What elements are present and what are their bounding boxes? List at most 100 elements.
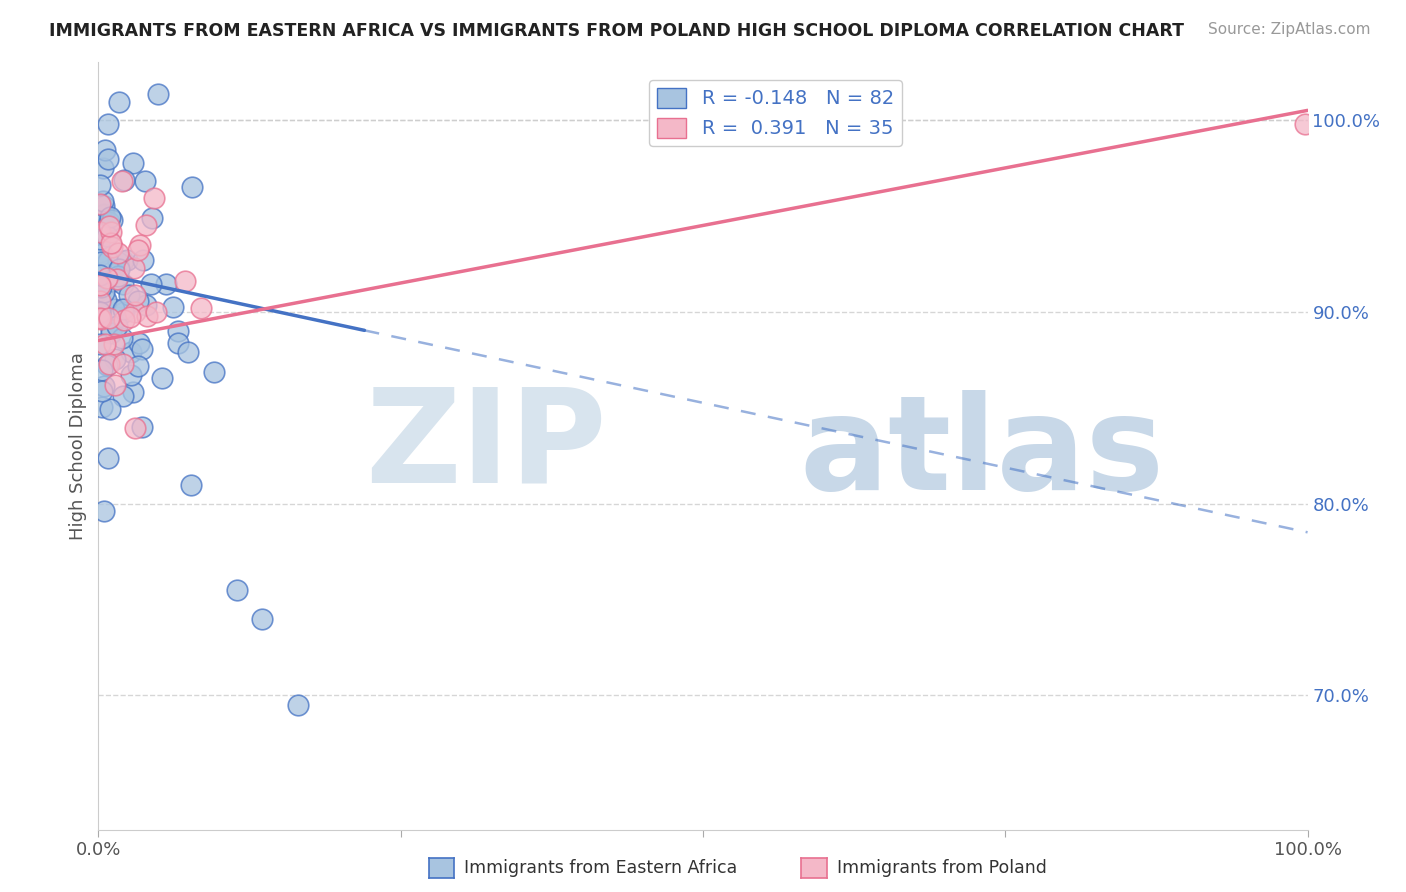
Point — [107, 310, 129, 324]
Point — [127, 359, 149, 373]
Point — [135, 298, 157, 312]
Point — [100, 225, 122, 239]
Point — [91, 208, 114, 222]
Point — [118, 287, 141, 301]
Point — [141, 277, 163, 292]
Point — [100, 236, 122, 251]
Point — [103, 274, 125, 288]
Point — [93, 194, 115, 209]
Point — [202, 365, 225, 379]
Point — [112, 305, 135, 319]
Point — [142, 191, 165, 205]
Point — [90, 280, 112, 294]
Point — [96, 358, 118, 372]
Point — [91, 363, 114, 377]
Point — [97, 152, 120, 166]
Text: ZIP: ZIP — [364, 383, 606, 509]
Point — [89, 337, 111, 351]
Text: atlas: atlas — [800, 390, 1164, 517]
Point — [122, 261, 145, 276]
Point — [132, 252, 155, 267]
Point — [89, 304, 111, 318]
Legend: R = -0.148   N = 82, R =  0.391   N = 35: R = -0.148 N = 82, R = 0.391 N = 35 — [650, 79, 901, 146]
Point — [180, 180, 202, 194]
Point — [89, 178, 111, 192]
Text: IMMIGRANTS FROM EASTERN AFRICA VS IMMIGRANTS FROM POLAND HIGH SCHOOL DIPLOMA COR: IMMIGRANTS FROM EASTERN AFRICA VS IMMIGR… — [49, 22, 1184, 40]
Point — [128, 238, 150, 252]
Point — [118, 310, 141, 325]
Point — [100, 213, 122, 227]
Point — [120, 344, 142, 359]
Point — [124, 288, 146, 302]
Y-axis label: High School Diploma: High School Diploma — [69, 352, 87, 540]
Point — [250, 612, 273, 626]
Point — [112, 173, 135, 187]
Point — [97, 254, 120, 268]
Point — [131, 419, 153, 434]
Point — [124, 421, 146, 435]
Point — [89, 306, 111, 320]
Point — [89, 268, 111, 283]
Point — [93, 207, 115, 221]
Point — [93, 199, 115, 213]
Point — [111, 331, 134, 345]
Point — [97, 357, 120, 371]
Point — [166, 335, 188, 350]
Point — [162, 301, 184, 315]
Point — [145, 305, 167, 319]
Point — [97, 310, 120, 325]
Point — [287, 698, 309, 712]
Point — [89, 293, 111, 308]
Point — [148, 87, 170, 102]
Point — [97, 272, 120, 286]
Point — [93, 285, 115, 299]
Point — [90, 311, 112, 326]
Point — [96, 228, 118, 243]
Point — [93, 504, 115, 518]
Point — [124, 305, 146, 319]
Point — [150, 370, 173, 384]
Point — [104, 378, 127, 392]
Point — [122, 385, 145, 400]
Point — [103, 302, 125, 317]
Point — [89, 197, 111, 211]
Point — [96, 293, 118, 307]
Point — [89, 283, 111, 297]
Point — [90, 384, 112, 398]
Point — [103, 336, 125, 351]
Point — [98, 211, 121, 225]
Point — [100, 322, 122, 336]
Point — [89, 245, 111, 260]
Point — [94, 144, 117, 158]
Point — [117, 252, 139, 267]
Point — [128, 335, 150, 350]
Point — [111, 254, 134, 268]
Point — [1294, 117, 1316, 131]
Point — [108, 262, 131, 277]
Point — [112, 313, 135, 327]
Point — [122, 156, 145, 170]
Point — [104, 352, 127, 367]
Point — [177, 345, 200, 359]
Point — [180, 478, 202, 492]
Point — [155, 277, 177, 291]
Point — [141, 211, 163, 225]
Point — [97, 117, 120, 131]
Point — [94, 337, 117, 351]
Point — [111, 174, 134, 188]
Point — [89, 232, 111, 246]
Point — [111, 389, 134, 403]
Point — [112, 357, 135, 371]
Point — [127, 243, 149, 257]
Text: Source: ZipAtlas.com: Source: ZipAtlas.com — [1208, 22, 1371, 37]
Point — [91, 246, 114, 260]
Point — [134, 173, 156, 187]
Point — [96, 271, 118, 285]
Point — [112, 277, 135, 292]
Point — [91, 161, 114, 175]
Point — [90, 400, 112, 414]
Point — [101, 240, 124, 254]
Point — [89, 278, 111, 293]
Point — [127, 293, 149, 308]
Point — [120, 368, 142, 383]
